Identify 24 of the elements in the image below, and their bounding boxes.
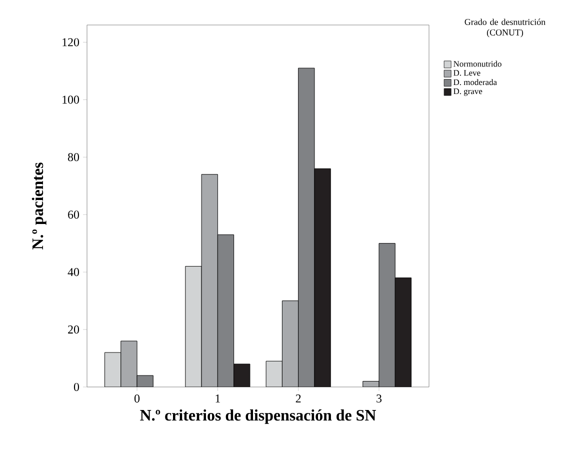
x-tick-label: 0 — [134, 394, 140, 403]
y-tick-label: 60 — [68, 210, 80, 219]
y-tick-label: 100 — [62, 96, 80, 104]
y-tick-label: 40 — [68, 268, 80, 276]
bar — [282, 300, 299, 387]
bar — [201, 174, 218, 387]
bar — [217, 234, 234, 387]
legend-title: Grado de desnutrición (CONUT) — [464, 18, 546, 38]
y-tick-label: 120 — [62, 38, 80, 46]
x-tick-label: 1 — [216, 394, 220, 402]
legend-label: D. grave — [454, 88, 482, 96]
y-tick-label: 0 — [74, 382, 80, 392]
y-tick-label: 20 — [68, 325, 80, 334]
legend-label: D. moderada — [454, 79, 497, 86]
bar — [378, 243, 396, 387]
y-axis-title: N.º pacientes — [32, 162, 46, 250]
legend-label: Normonutrido — [454, 60, 502, 67]
bar — [298, 68, 315, 387]
y-tick-label: 80 — [68, 153, 80, 162]
x-tick-label: 3 — [376, 394, 382, 403]
x-axis-title: N.º criterios de dispensación de SN — [140, 409, 376, 424]
legend-label: D. Leve — [454, 70, 480, 76]
bar — [120, 340, 138, 387]
x-tick-label: 2 — [296, 394, 301, 402]
